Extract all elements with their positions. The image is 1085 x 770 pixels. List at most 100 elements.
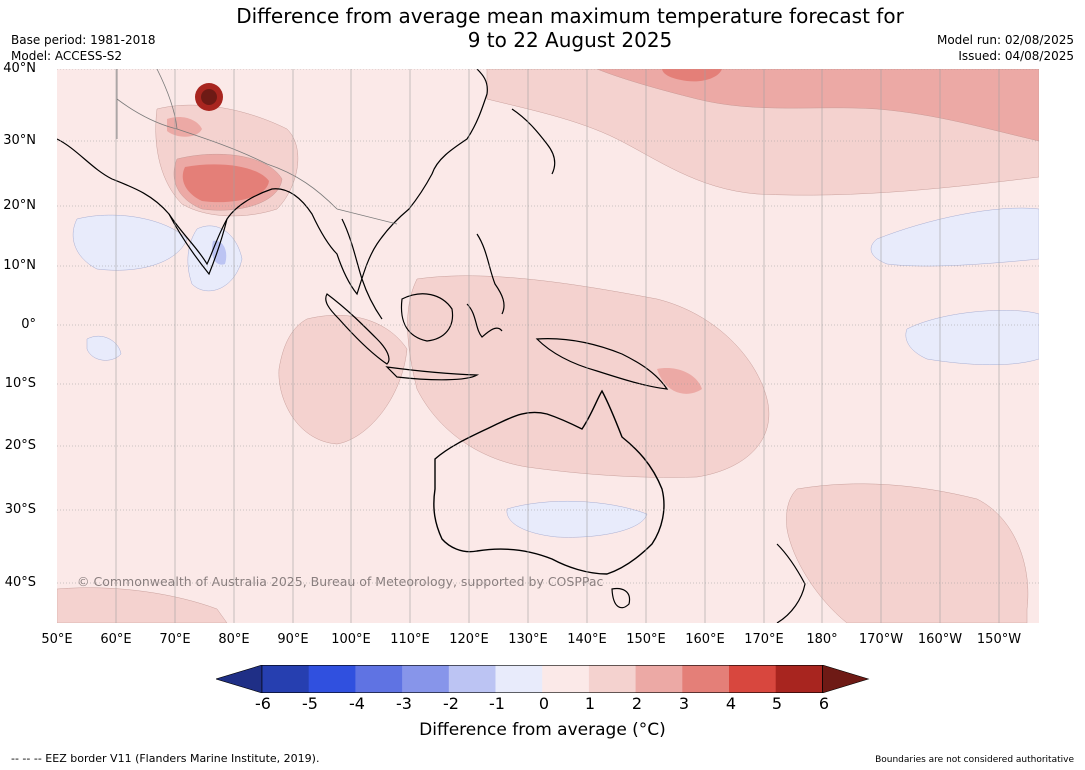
title-line-1: Difference from average mean maximum tem… [236,4,904,28]
land-australia [433,389,665,575]
colorbar-tick: 5 [771,694,783,713]
map-title: Difference from average mean maximum tem… [0,4,1085,52]
land-java [385,366,480,381]
issued-text: Issued: 04/08/2025 [958,49,1074,63]
colorbar-tick: 0 [538,694,550,713]
lat-label-30s: 30°S [4,502,36,517]
lon-label-70e: 70°E [159,632,191,647]
colorbar-tick: 4 [725,694,737,713]
anomaly-warm3-india [182,164,269,203]
meta-right: Model run: 02/08/2025 Issued: 04/08/2025 [937,32,1074,64]
title-line-2: 9 to 22 August 2025 [467,28,673,52]
land-new-zealand [776,543,806,623]
land-philippines [476,233,505,315]
lon-label-110e: 110°E [390,632,430,647]
lon-label-160e: 160°E [685,632,725,647]
anomaly-cool1-equatorial-pacific [905,310,1039,365]
forecast-map [57,69,1039,623]
lat-label-40n: 40°N [3,61,36,76]
border-lines [116,69,398,225]
lat-label-20s: 20°S [4,438,36,453]
land-india [168,213,228,276]
anomaly-warm2-north-pacific [596,69,1039,142]
anomaly-cool1-northwest-pacific [870,207,1039,267]
lat-label-equator: 0° [21,317,36,332]
colorbar-tick: 2 [631,694,643,713]
colorbar-tick: 3 [678,694,690,713]
copyright-text: © Commonwealth of Australia 2025, Bureau… [77,574,604,589]
anomaly-warm1-south-indian [57,587,228,623]
base-period-text: Base period: 1981-2018 [11,33,156,47]
colorbar-tick: -5 [302,694,318,713]
colorbar-extend-low [216,665,263,693]
lat-label-20n: 20°N [3,198,36,213]
boundary-note: Boundaries are not considered authoritat… [875,755,1074,765]
lon-label-100e: 100°E [331,632,371,647]
model-run-text: Model run: 02/08/2025 [936,33,1074,47]
land-sulawesi [466,303,503,338]
anomaly-warm1-southwest-pacific [786,483,1029,623]
colorbar-swatch [542,665,590,693]
colorbar-tick: -1 [489,694,505,713]
colorbar-swatch [729,665,777,693]
lon-label-120e: 120°E [449,632,489,647]
colorbar-swatch [308,665,356,693]
lon-label-50e: 50°E [41,632,73,647]
lon-label-90e: 90°E [277,632,309,647]
colorbar-swatch [448,665,496,693]
colorbar-swatch [682,665,730,693]
anomaly-warm5-center [201,89,217,105]
colorbar-extend-high [822,665,870,693]
lon-label-160w: 160°W [917,632,963,647]
colorbar-swatch [402,665,450,693]
lon-label-150e: 150°E [626,632,666,647]
lat-label-10s: 10°S [4,376,36,391]
colorbar-tick: -6 [255,694,271,713]
anomaly-warm3-north-pacific [662,69,722,82]
meta-left: Base period: 1981-2018 Model: ACCESS-S2 [11,32,156,64]
colorbar-swatch [635,665,683,693]
anomaly-cool1-arabian-sea [72,214,188,271]
colorbar-swatch [355,665,403,693]
land-indochina [341,218,383,320]
colorbar-tick: -4 [349,694,365,713]
colorbar-frame [261,665,823,693]
colorbar-swatch [262,665,310,693]
land-borneo [400,293,454,342]
anomaly-cool2-sri-lanka [211,240,227,265]
colorbar-label: Difference from average (°C) [419,720,666,740]
lon-label-150w: 150°W [976,632,1022,647]
anomaly-warm1-indian-ocean [278,315,408,445]
land-new-guinea [535,338,669,390]
colorbar-tick: -2 [443,694,459,713]
lon-label-170w: 170°W [858,632,904,647]
lat-label-10n: 10°N [3,258,36,273]
graticule-meridians [115,69,1000,623]
lat-label-40s: 40°S [4,575,36,590]
anomaly-warm1-maritime [407,275,770,478]
model-text: Model: ACCESS-S2 [11,49,123,63]
lat-label-30n: 30°N [3,133,36,148]
lon-label-130e: 130°E [508,632,548,647]
map-svg [57,69,1039,623]
land-sumatra [325,293,390,365]
colorbar-tick: 1 [584,694,596,713]
eez-note: -- -- -- EEZ border V11 (Flanders Marine… [11,752,320,765]
anomaly-cool1-small [86,335,122,361]
colorbar-swatch [588,665,637,693]
anomaly-cool1-australia [506,500,648,538]
colorbar-tick: 6 [818,694,830,713]
colorbar-swatch [495,665,543,693]
land-asia [57,69,488,296]
colorbar-tick: -3 [396,694,412,713]
lon-label-170e: 170°E [744,632,784,647]
land-tasmania [611,587,631,609]
lon-label-80e: 80°E [218,632,250,647]
lon-label-140e: 140°E [567,632,607,647]
anomaly-warm2-pacific-islands [657,368,702,394]
lon-label-180: 180° [806,632,838,647]
colorbar [216,665,870,693]
colorbar-swatch [775,665,823,693]
lon-label-60e: 60°E [100,632,132,647]
land-japan [511,108,556,175]
